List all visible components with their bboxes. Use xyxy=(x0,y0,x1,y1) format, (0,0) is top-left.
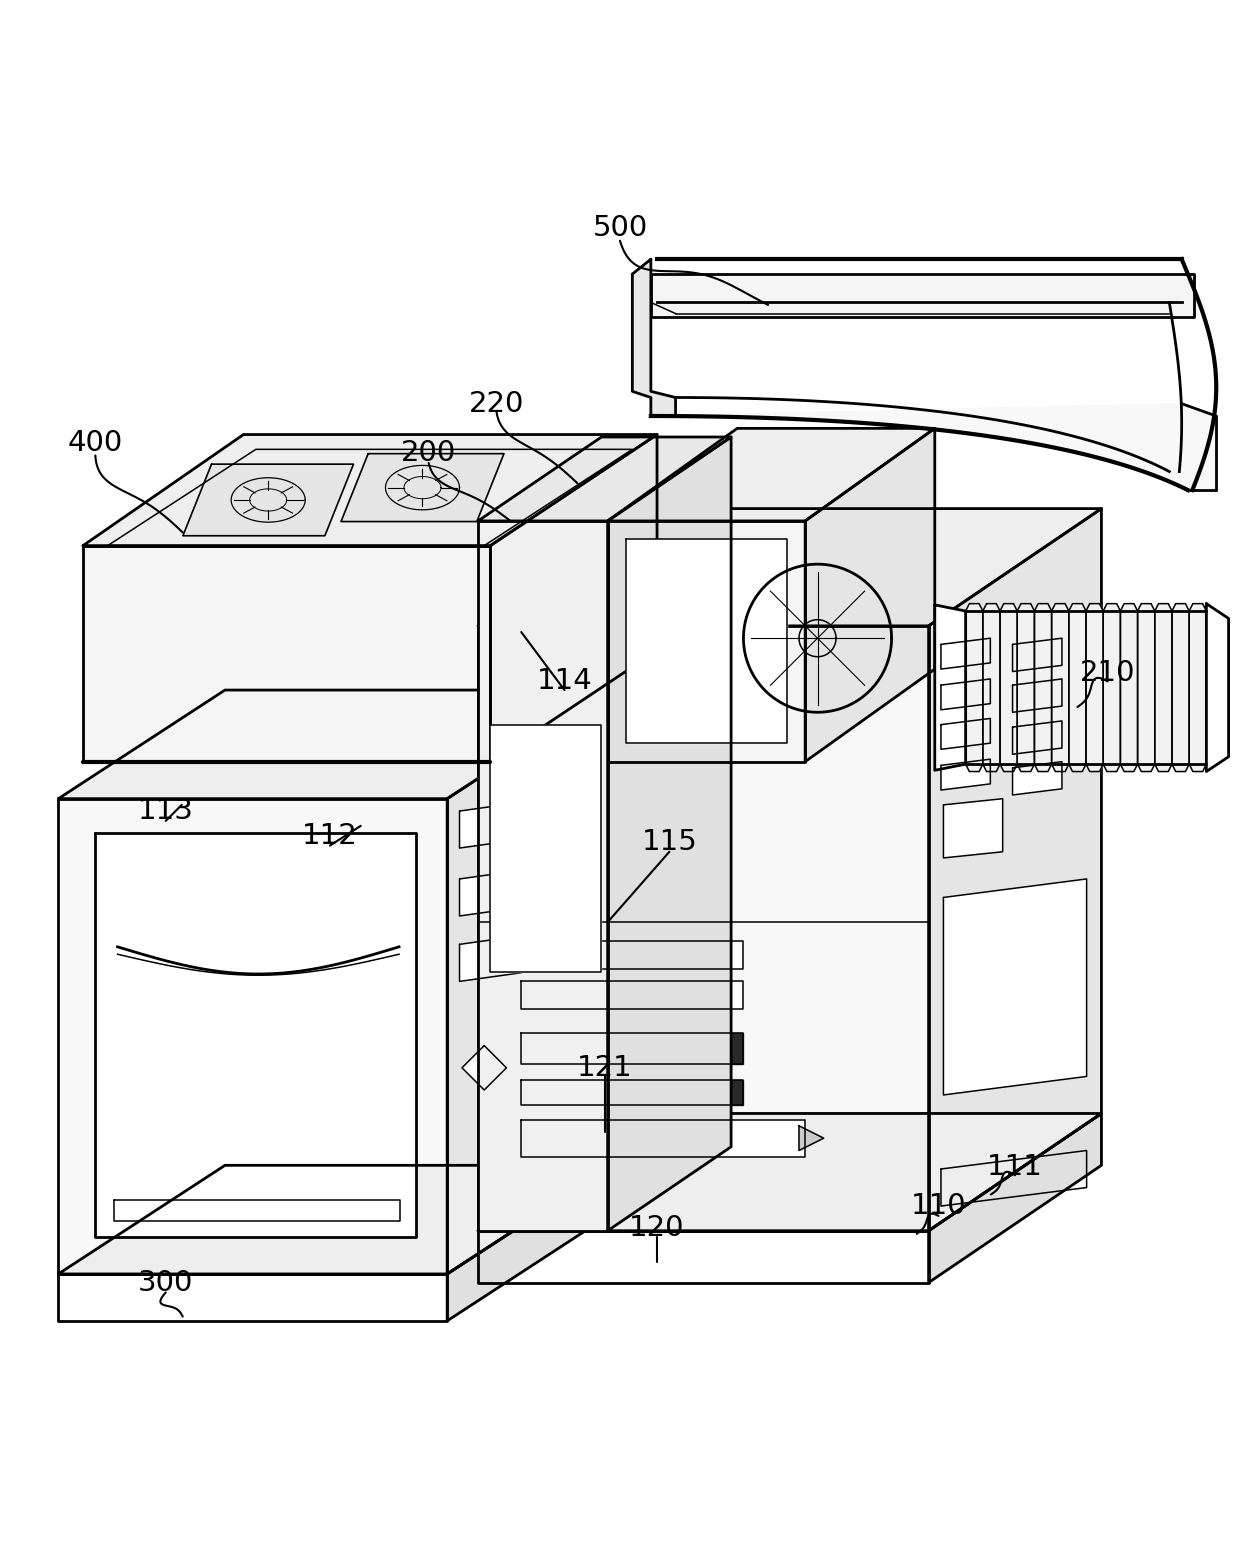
Polygon shape xyxy=(58,690,614,799)
Polygon shape xyxy=(1069,604,1086,771)
Polygon shape xyxy=(1017,604,1034,771)
Polygon shape xyxy=(983,604,999,771)
Polygon shape xyxy=(58,799,448,1274)
Polygon shape xyxy=(1137,604,1154,771)
Polygon shape xyxy=(182,464,353,536)
Text: 113: 113 xyxy=(138,797,193,825)
Polygon shape xyxy=(479,522,608,1231)
Polygon shape xyxy=(608,437,732,1231)
Text: 500: 500 xyxy=(593,214,647,243)
Polygon shape xyxy=(651,404,1216,491)
Polygon shape xyxy=(58,1274,448,1320)
Polygon shape xyxy=(966,604,983,771)
Polygon shape xyxy=(341,454,503,522)
Polygon shape xyxy=(521,941,744,969)
Polygon shape xyxy=(999,604,1017,771)
Polygon shape xyxy=(1104,604,1121,771)
Polygon shape xyxy=(1086,604,1104,771)
Polygon shape xyxy=(941,759,991,789)
Polygon shape xyxy=(1013,638,1061,672)
Polygon shape xyxy=(479,437,732,522)
Polygon shape xyxy=(805,429,935,762)
Polygon shape xyxy=(490,435,657,762)
Polygon shape xyxy=(479,625,929,1231)
Polygon shape xyxy=(941,638,991,669)
Polygon shape xyxy=(83,435,657,545)
Text: 200: 200 xyxy=(401,440,456,467)
Text: 210: 210 xyxy=(1080,659,1136,687)
Text: 400: 400 xyxy=(68,429,123,457)
Text: 120: 120 xyxy=(629,1214,684,1243)
Polygon shape xyxy=(521,1033,744,1063)
Polygon shape xyxy=(1121,604,1137,771)
Polygon shape xyxy=(651,274,1194,317)
Polygon shape xyxy=(460,935,521,981)
Polygon shape xyxy=(463,1045,506,1090)
Polygon shape xyxy=(1013,721,1061,754)
Polygon shape xyxy=(929,1113,1101,1283)
Polygon shape xyxy=(448,1166,614,1320)
Polygon shape xyxy=(941,718,991,749)
Polygon shape xyxy=(460,870,521,916)
Polygon shape xyxy=(1013,680,1061,712)
Polygon shape xyxy=(935,605,966,771)
Text: 110: 110 xyxy=(910,1192,966,1220)
Text: 112: 112 xyxy=(303,822,358,850)
Polygon shape xyxy=(521,1119,805,1156)
Polygon shape xyxy=(1013,762,1061,796)
Polygon shape xyxy=(1034,604,1052,771)
Polygon shape xyxy=(521,981,744,1009)
Polygon shape xyxy=(448,690,614,1274)
Text: 220: 220 xyxy=(469,390,525,418)
Polygon shape xyxy=(1154,604,1172,771)
Polygon shape xyxy=(944,799,1003,858)
Polygon shape xyxy=(95,833,417,1237)
Polygon shape xyxy=(479,1113,1101,1231)
Polygon shape xyxy=(929,509,1101,1231)
Polygon shape xyxy=(944,879,1086,1094)
Text: 115: 115 xyxy=(641,828,697,856)
Polygon shape xyxy=(479,1231,929,1283)
Polygon shape xyxy=(1207,604,1229,771)
Polygon shape xyxy=(941,680,991,711)
Polygon shape xyxy=(608,429,935,522)
Polygon shape xyxy=(1189,604,1207,771)
Polygon shape xyxy=(608,522,805,762)
Text: 114: 114 xyxy=(537,667,593,695)
Polygon shape xyxy=(799,1125,823,1150)
Text: 111: 111 xyxy=(987,1153,1043,1181)
Polygon shape xyxy=(83,545,490,762)
Text: 300: 300 xyxy=(138,1269,193,1297)
Text: 121: 121 xyxy=(578,1054,634,1082)
Polygon shape xyxy=(1172,604,1189,771)
Polygon shape xyxy=(1052,604,1069,771)
Polygon shape xyxy=(114,1200,401,1221)
Polygon shape xyxy=(490,724,601,972)
Polygon shape xyxy=(460,802,521,848)
Polygon shape xyxy=(632,259,676,416)
Polygon shape xyxy=(626,539,786,743)
Polygon shape xyxy=(58,1166,614,1274)
Polygon shape xyxy=(479,509,1101,625)
Polygon shape xyxy=(521,1081,744,1105)
